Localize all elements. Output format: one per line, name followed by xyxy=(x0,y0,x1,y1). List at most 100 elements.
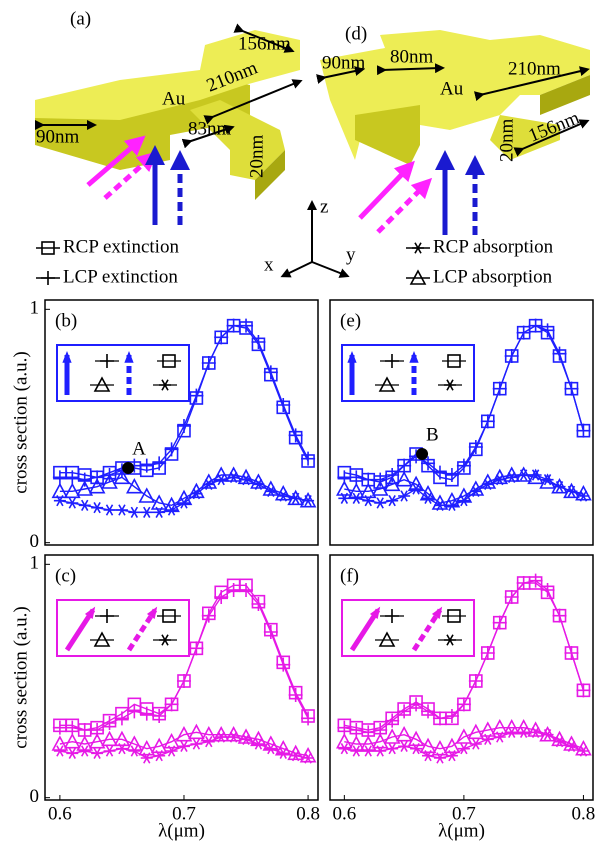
inset-key xyxy=(57,600,189,656)
marker-star xyxy=(141,507,153,517)
annotation-point xyxy=(122,462,134,474)
marker-plus xyxy=(481,646,495,660)
dimension-label: 20nm xyxy=(246,135,267,179)
marker-star xyxy=(104,505,116,515)
marker-plus xyxy=(140,707,154,721)
marker-plus xyxy=(433,711,447,725)
dimension-label: 80nm xyxy=(390,46,434,67)
marker-plus xyxy=(564,646,578,660)
marker-plus xyxy=(202,609,216,623)
panel-label: (e) xyxy=(340,310,361,331)
material-label: Au xyxy=(162,88,186,109)
marker-star xyxy=(79,746,91,756)
marker-plus xyxy=(409,697,423,711)
marker-plus xyxy=(529,574,543,588)
inset-key xyxy=(342,345,474,401)
y-tick-label: 1 xyxy=(30,298,40,319)
marker-star xyxy=(374,498,386,508)
figure: (a) Au 156nm 210nm 90nm 83nm 20nm (d) Au… xyxy=(0,0,607,847)
marker-star xyxy=(91,502,103,512)
marker-plus xyxy=(564,382,578,396)
panel-label: (f) xyxy=(340,565,359,586)
marker-plus xyxy=(177,419,191,433)
plot-frame xyxy=(45,555,318,800)
marker-star xyxy=(338,743,350,753)
marker-star xyxy=(104,746,116,756)
legend-label: RCP extinction xyxy=(63,236,179,257)
y-tick-label: 1 xyxy=(30,553,40,574)
marker-star xyxy=(128,746,140,756)
marker-plus xyxy=(189,641,203,655)
marker-plus xyxy=(517,326,531,340)
inset-key xyxy=(342,600,474,656)
y-axis-label: cross section (a.u.) xyxy=(10,351,31,493)
structure-d: (d) Au 90nm 80nm 210nm 20nm 156nm xyxy=(320,23,590,235)
dimension-label: 20nm xyxy=(496,119,517,163)
marker-plus xyxy=(140,459,154,473)
panel-label: (a) xyxy=(70,8,91,29)
marker-plus xyxy=(65,721,79,735)
marker-star xyxy=(398,491,410,501)
marker-star xyxy=(79,500,91,510)
marker-plus xyxy=(264,625,278,639)
x-tick-label: 0.8 xyxy=(296,803,320,824)
legend-label: LCP extinction xyxy=(63,266,178,287)
marker-star xyxy=(116,505,128,515)
y-tick-label: 0 xyxy=(30,531,40,552)
marker-star xyxy=(470,739,482,749)
marker-star xyxy=(362,746,374,756)
marker-plus xyxy=(301,711,315,725)
legend-label: RCP absorption xyxy=(433,236,554,257)
marker-plus xyxy=(469,674,483,688)
marker-star xyxy=(54,746,66,756)
marker-plus xyxy=(202,356,216,370)
x-tick-label: 0.6 xyxy=(48,803,72,824)
marker-plus xyxy=(276,658,290,672)
x-tick-label: 0.6 xyxy=(332,803,356,824)
marker-plus xyxy=(541,323,555,337)
marker-plus xyxy=(115,711,129,725)
marker-plus xyxy=(385,714,399,728)
marker-plus xyxy=(289,688,303,702)
dimension-label: 83nm xyxy=(188,118,232,139)
marker-plus xyxy=(481,414,495,428)
marker-star xyxy=(350,746,362,756)
legend-label: LCP absorption xyxy=(433,266,553,287)
marker-plus xyxy=(529,319,543,333)
marker-plus xyxy=(349,723,363,737)
marker-star xyxy=(203,736,215,746)
panel-label: (c) xyxy=(55,565,76,586)
annotation-label: A xyxy=(132,438,146,459)
inset-key xyxy=(57,345,189,401)
marker-star xyxy=(386,743,398,753)
panel-label: (b) xyxy=(55,310,77,331)
material-label: Au xyxy=(440,78,464,99)
y-tick-label: 0 xyxy=(30,786,40,807)
marker-star xyxy=(350,493,362,503)
marker-star xyxy=(178,741,190,751)
marker-plus xyxy=(493,382,507,396)
panel-label: (d) xyxy=(345,23,367,44)
marker-plus xyxy=(349,470,363,484)
dimension-label: 210nm xyxy=(508,58,561,79)
marker-plus xyxy=(78,723,92,737)
x-tick-label: 0.8 xyxy=(572,803,596,824)
marker-star xyxy=(190,739,202,749)
marker-plus xyxy=(469,440,483,454)
annotation-point xyxy=(416,448,428,460)
marker-plus xyxy=(337,721,351,735)
structure-a: (a) Au 156nm 210nm 90nm 83nm 20nm xyxy=(35,8,300,225)
annotation-label: B xyxy=(426,424,439,445)
marker-plus xyxy=(41,271,55,285)
marker-plus xyxy=(301,452,315,466)
y-axis-label: cross section (a.u.) xyxy=(10,606,31,748)
dimension-label: 156nm xyxy=(238,33,291,54)
marker-plus xyxy=(276,398,290,412)
marker-star xyxy=(66,498,78,508)
marker-star xyxy=(128,507,140,517)
x-axis-label: λ(μm) xyxy=(438,820,485,841)
marker-star xyxy=(398,741,410,751)
marker-plus xyxy=(576,683,590,697)
marker-plus xyxy=(493,616,507,630)
marker-plus xyxy=(289,428,303,442)
